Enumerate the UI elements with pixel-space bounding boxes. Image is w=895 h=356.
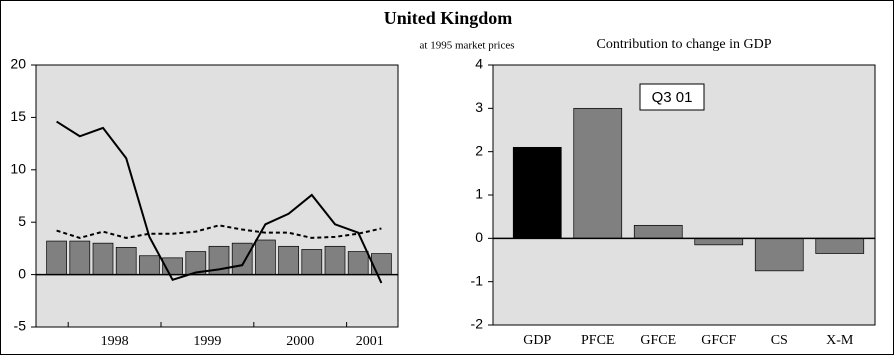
bar xyxy=(694,237,744,246)
y-tick-label: 15 xyxy=(10,108,26,124)
y-tick-label: 0 xyxy=(18,265,26,281)
bar xyxy=(231,242,253,275)
bar xyxy=(255,239,276,275)
bar xyxy=(324,245,346,275)
y-tick-label: 3 xyxy=(475,99,483,115)
x-tick-label: PFCE xyxy=(581,333,614,348)
bar xyxy=(301,249,323,275)
line-series xyxy=(56,224,382,239)
y-tick-label: 0 xyxy=(475,229,483,245)
y-tick-label: 4 xyxy=(475,56,483,72)
bar xyxy=(278,245,299,275)
bar xyxy=(92,242,114,275)
y-tick-label: 1 xyxy=(475,186,483,202)
x-tick-label: GFCF xyxy=(701,333,736,348)
chart-title: Contribution to change in GDP xyxy=(597,37,772,52)
y-tick-label: -1 xyxy=(471,272,484,288)
y-tick-label: 20 xyxy=(10,56,26,72)
bar xyxy=(512,146,562,239)
x-tick-label: CS xyxy=(771,333,788,348)
y-tick-label: -5 xyxy=(14,318,27,334)
x-tick-label: 1999 xyxy=(193,334,221,349)
bar xyxy=(371,253,392,275)
x-tick-label: 2000 xyxy=(286,334,314,349)
y-tick-label: 10 xyxy=(10,161,26,177)
x-tick-label: 2001 xyxy=(356,334,384,349)
bar xyxy=(46,240,67,275)
x-tick-label: GDP xyxy=(523,333,551,348)
bar xyxy=(754,237,804,272)
bar xyxy=(633,224,683,239)
annotation: Q3 01 xyxy=(652,89,693,106)
x-tick-label: X-M xyxy=(826,333,854,348)
plot-area xyxy=(35,64,399,328)
bar xyxy=(347,251,369,275)
y-tick-label: 5 xyxy=(18,213,26,229)
subtitle: at 1995 market prices xyxy=(420,40,515,52)
line-series xyxy=(56,120,383,284)
y-tick-label: -2 xyxy=(471,316,484,332)
x-tick-label: GFCE xyxy=(640,333,676,348)
bar xyxy=(115,247,137,275)
bar xyxy=(815,237,865,254)
bar xyxy=(69,240,91,275)
annotation-box xyxy=(639,83,705,111)
main-title: United Kingdom xyxy=(384,8,513,28)
y-tick-label: 2 xyxy=(475,142,483,158)
bar xyxy=(573,107,623,239)
bar xyxy=(139,255,160,275)
x-tick-label: 1998 xyxy=(101,334,129,349)
